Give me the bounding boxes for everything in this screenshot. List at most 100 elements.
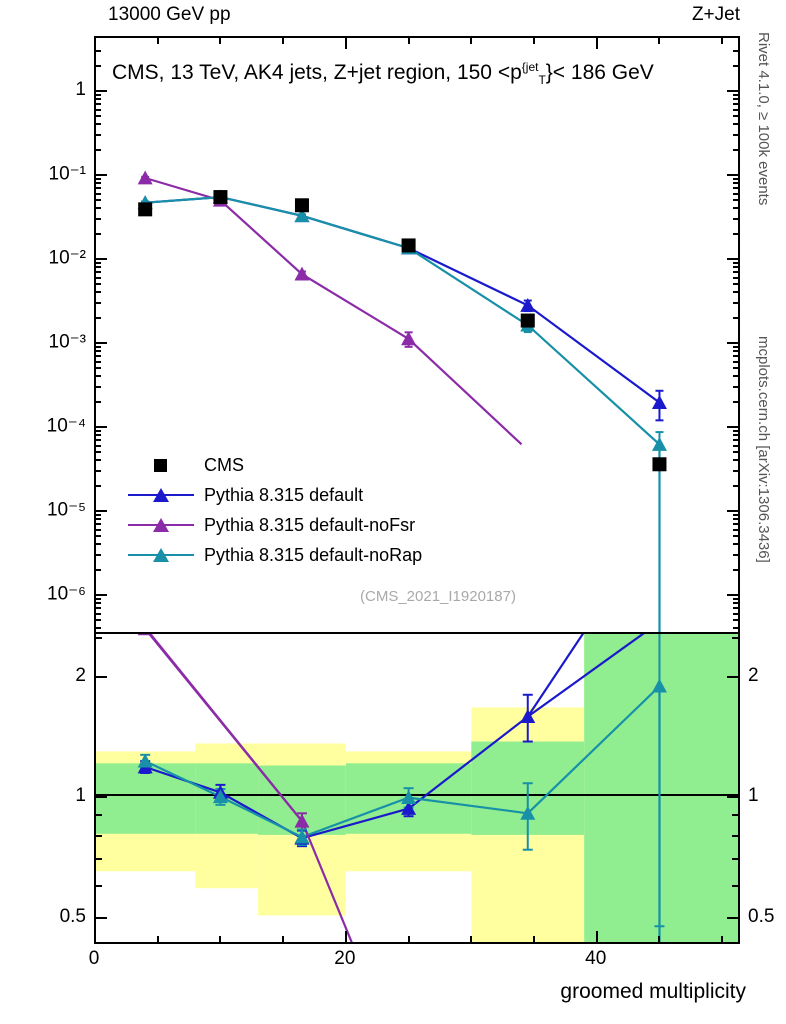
ratio-ticklabel-right: 1 [748,785,759,806]
legend-square-marker [154,459,167,472]
x-bottom-tick [470,936,473,944]
y-minor-tick [94,619,101,622]
triangle-marker [401,331,417,346]
triangle-marker [401,790,417,805]
y-minor-tick [94,316,101,319]
y-minor-tick [733,148,740,151]
series-line [144,176,410,340]
y-major-tick [94,90,107,92]
uncertainty-band-inner [584,634,738,942]
y-minor-tick [733,360,740,363]
square-marker [401,238,416,253]
y-minor-tick [733,439,740,441]
y-minor-tick [94,627,101,630]
x-top-tick [721,36,724,44]
series-line [527,634,645,718]
legend-marker [128,455,194,475]
ratio-ticklabel-right: 0.5 [748,905,775,927]
ratio-major-tick [727,675,740,678]
ratio-minor-tick [732,834,740,837]
square-marker [294,198,309,213]
legend-marker [128,515,194,535]
header-beam-label: 13000 GeV pp [108,4,231,25]
triangle-marker [520,297,536,312]
ratio-minor-tick [732,636,740,639]
y-minor-tick [733,187,740,189]
y-minor-tick [733,276,740,279]
plot-caption: CMS, 13 TeV, AK4 jets, Z+jet region, 150… [112,60,654,87]
y-minor-tick [94,607,101,609]
y-minor-tick [94,459,101,462]
y-minor-tick [733,523,740,525]
x-top-tick [156,36,159,44]
y-minor-tick [94,345,101,348]
y-minor-tick [733,192,740,195]
y-minor-tick [94,469,101,472]
y-minor-tick [733,434,740,437]
y-minor-tick [94,543,101,546]
series-line [145,195,661,446]
y-minor-tick [733,261,740,264]
y-axis-ticklabel: 10⁻⁶ [47,583,86,605]
legend-label: CMS [204,454,244,475]
triangle-marker [520,709,536,723]
plot-caption-tail: }< 186 GeV [545,61,654,84]
y-minor-tick [94,192,101,195]
y-major-tick [727,174,740,176]
y-major-tick [727,594,740,596]
square-marker [652,457,667,472]
x-axis-ticklabel: 20 [334,948,356,969]
y-minor-tick [733,49,740,52]
triangle-marker [137,753,153,768]
y-major-tick [94,174,107,176]
x-bottom-tick [595,931,598,944]
legend-label: Pythia 8.315 default-noRap [204,544,423,565]
ratio-ticklabel-right: 2 [748,664,759,686]
triangle-marker [294,266,310,281]
y-minor-tick [94,177,101,180]
y-minor-tick [733,115,740,118]
plot-caption-superscript: {jet [521,60,539,74]
y-minor-tick [94,612,101,615]
legend-triangle-marker [153,548,169,562]
y-major-tick [727,426,740,428]
x-top-tick [219,36,222,44]
mcplots-credit-label: mcplots.cern.ch [arXiv:1306.3436] [755,336,772,563]
y-axis-ticklabel: 10⁻¹ [48,163,87,185]
y-minor-tick [94,133,101,136]
y-major-tick [94,426,107,428]
y-minor-tick [733,123,740,126]
y-minor-tick [94,301,101,304]
x-axis-ticklabel: 0 [88,948,100,969]
y-minor-tick [733,345,740,348]
x-top-tick [344,36,347,49]
ratio-plot-graphics [96,634,738,942]
y-minor-tick [733,597,740,600]
y-minor-tick [733,64,740,67]
x-bottom-tick [156,936,159,944]
y-minor-tick [94,98,101,101]
y-minor-tick [94,148,101,151]
x-bottom-tick [344,931,347,944]
y-minor-tick [94,553,101,556]
legend: CMS Pythia 8.315 default Pythia 8.315 defa… [128,450,422,570]
y-minor-tick [733,93,740,96]
y-minor-tick [733,619,740,622]
y-minor-tick [733,513,740,516]
x-top-tick [595,36,598,49]
y-major-tick [727,90,740,92]
y-minor-tick [94,375,101,378]
triangle-marker [401,801,417,815]
legend-item: Pythia 8.315 default-noFsr [128,510,422,540]
x-top-tick [407,36,410,44]
y-minor-tick [733,568,740,571]
uncertainty-band-inner [96,763,196,834]
y-minor-tick [94,439,101,441]
triangle-marker [137,634,153,636]
y-minor-tick [94,187,101,189]
y-minor-tick [733,400,740,403]
y-major-tick [727,342,740,344]
y-minor-tick [733,133,740,136]
triangle-marker [137,170,153,185]
ratio-minor-tick [732,884,740,887]
